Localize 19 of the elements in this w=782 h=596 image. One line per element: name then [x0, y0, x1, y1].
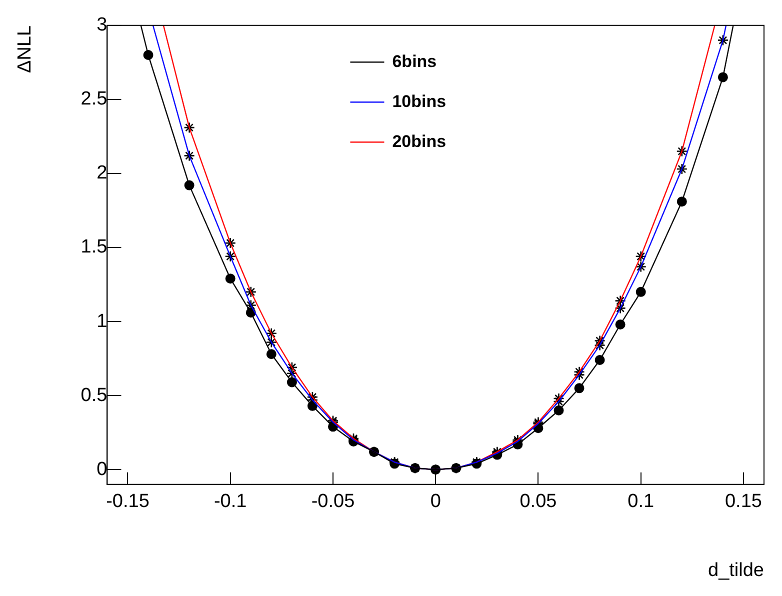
y-axis-title: ΔNLL	[14, 25, 36, 73]
y-tick-label: 0	[96, 458, 108, 480]
y-tick-label: 2	[96, 162, 108, 184]
y-tick-label: 0.5	[80, 384, 108, 406]
x-tick-label: 0.15	[724, 491, 762, 512]
y-tick-label: 2.5	[80, 88, 108, 110]
x-tick-label: 0	[430, 491, 441, 512]
legend-label: 6bins	[392, 52, 437, 71]
x-tick-label: -0.05	[311, 491, 355, 512]
x-tick-label: -0.15	[106, 491, 150, 512]
x-tick-label: 0.1	[628, 491, 654, 512]
y-tick-label: 3	[96, 14, 108, 36]
x-tick-label: -0.1	[214, 491, 247, 512]
x-tick-label: 0.05	[520, 491, 557, 512]
y-tick-label: 1.5	[80, 236, 108, 258]
y-tick-label: 1	[96, 310, 108, 332]
legend-label: 20bins	[392, 132, 446, 151]
x-axis-title: d_tilde	[708, 560, 764, 581]
legend-label: 10bins	[392, 92, 446, 111]
